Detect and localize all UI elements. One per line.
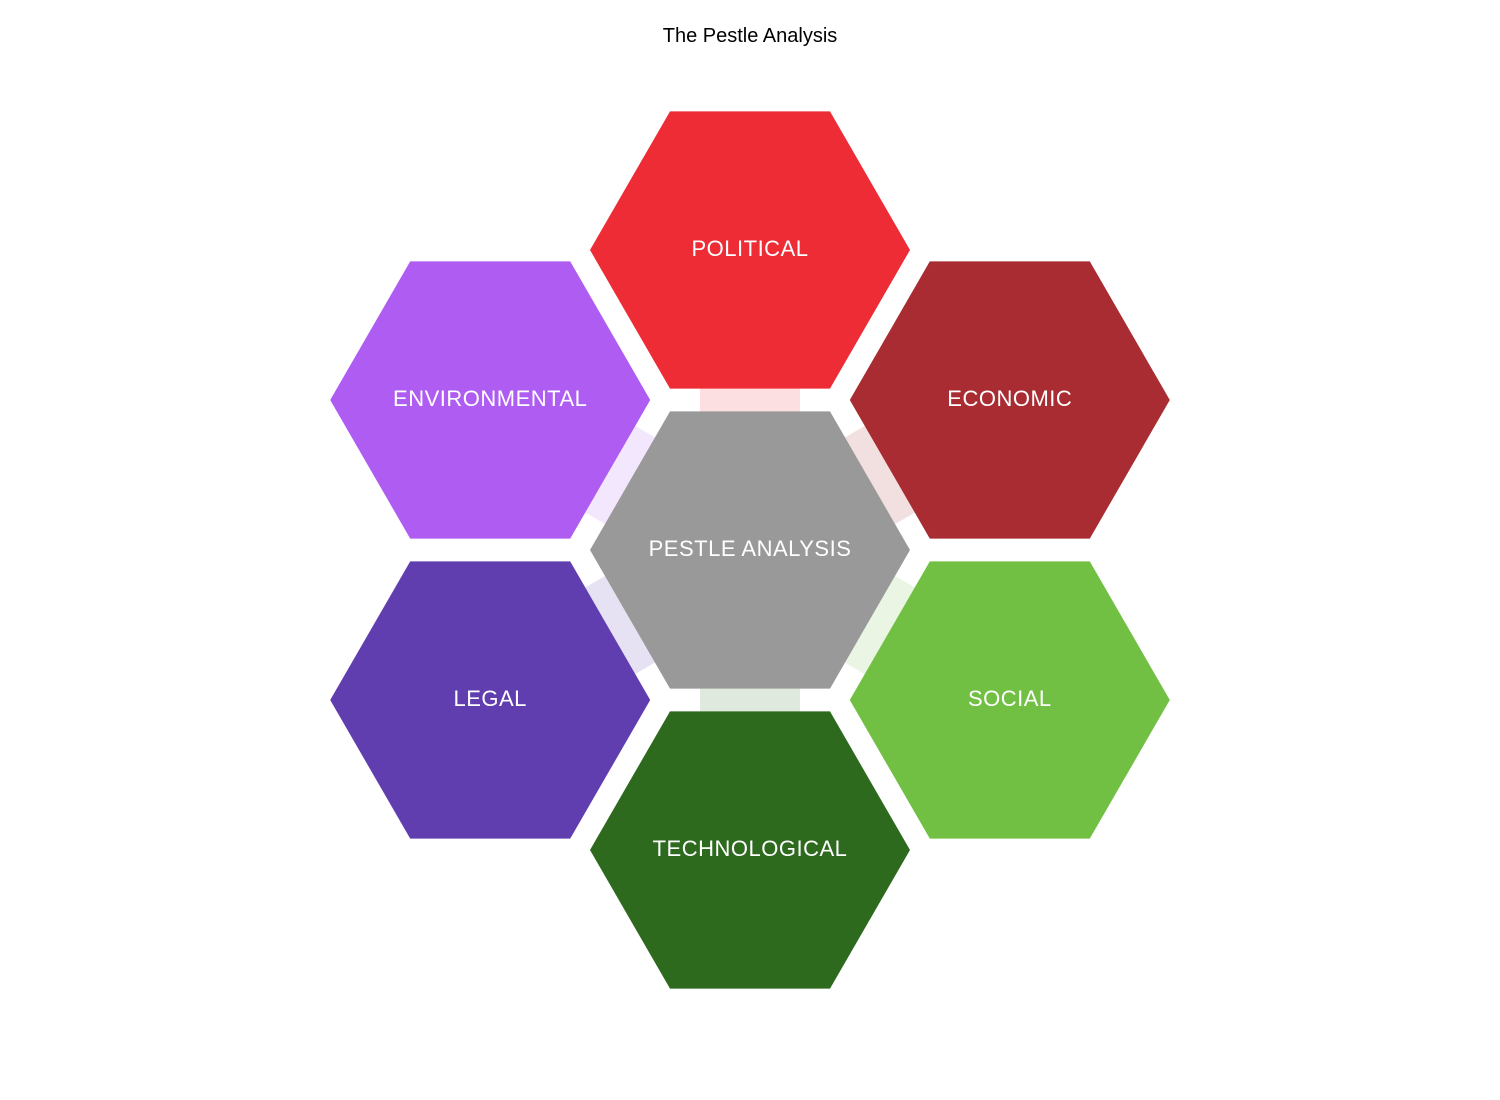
- outer-hex-label: SOCIAL: [968, 686, 1052, 711]
- outer-hex-label: ECONOMIC: [947, 386, 1072, 411]
- outer-hex-label: LEGAL: [453, 686, 526, 711]
- outer-hex-label: POLITICAL: [692, 236, 809, 261]
- pestle-diagram: PESTLE ANALYSIS POLITICAL ECONOMIC SOCIAL TE…: [0, 0, 1500, 1100]
- outer-hex-label: TECHNOLOGICAL: [653, 836, 848, 861]
- outer-hex-label: ENVIRONMENTAL: [393, 386, 587, 411]
- center-hex-label: PESTLE ANALYSIS: [649, 536, 852, 561]
